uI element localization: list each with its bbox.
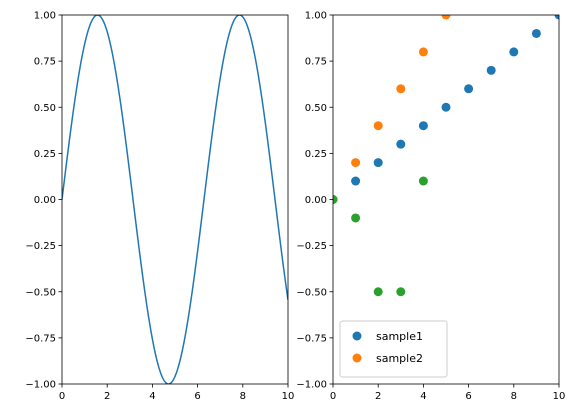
y-tick-label: 0.75 xyxy=(34,57,56,68)
y-tick-label: 0.00 xyxy=(34,195,56,206)
sample1-point xyxy=(396,139,406,149)
y-tick-label: 0.00 xyxy=(305,195,327,206)
sample1-point xyxy=(531,28,541,38)
y-tick-label: −0.75 xyxy=(296,333,327,344)
x-tick-label: 6 xyxy=(194,391,200,402)
sample2-point xyxy=(418,47,428,57)
sample1-point xyxy=(486,65,496,75)
x-tick-label: 8 xyxy=(240,391,246,402)
x-tick-label: 2 xyxy=(375,391,381,402)
legend-label-sample2: sample2 xyxy=(376,352,423,365)
y-tick-label: −1.00 xyxy=(25,380,56,391)
y-tick-label: −0.50 xyxy=(296,287,327,298)
sample1-point xyxy=(554,15,559,20)
sample1-point xyxy=(373,158,383,168)
x-tick-label: 10 xyxy=(553,391,566,402)
sample1-point xyxy=(418,121,428,131)
y-tick-label: 0.50 xyxy=(305,103,327,114)
plot-marks xyxy=(62,15,288,384)
sine-series-line xyxy=(62,15,288,384)
legend-label-sample1: sample1 xyxy=(376,330,423,343)
axes-frame xyxy=(61,14,289,385)
y-tick-label: −0.75 xyxy=(25,333,56,344)
legend-marker-sample1 xyxy=(352,331,362,341)
x-tick-label: 4 xyxy=(149,391,155,402)
y-tick-label: −0.25 xyxy=(296,241,327,252)
sample2-point xyxy=(351,158,361,168)
sample1-point xyxy=(509,47,519,57)
x-tick-label: 6 xyxy=(465,391,471,402)
sample2-point xyxy=(373,121,383,131)
series-3-point xyxy=(418,176,428,186)
x-tick-label: 4 xyxy=(420,391,426,402)
series-3-point xyxy=(373,287,383,297)
y-tick-label: 0.25 xyxy=(305,149,327,160)
line-chart-panel: 0 2 4 6 8 10 −1.00 −0.75 −0.50 −0.25 0.00 0.25 0.50 0… xyxy=(25,11,294,403)
y-tick-label: −0.50 xyxy=(25,287,56,298)
y-tick-label: −0.25 xyxy=(25,241,56,252)
x-tick-label: 2 xyxy=(104,391,110,402)
sample1-point xyxy=(351,176,361,186)
y-tick-label: −1.00 xyxy=(296,380,327,391)
series-3-point xyxy=(396,287,406,297)
y-tick-label: 0.50 xyxy=(34,103,56,114)
y-tick-label: 0.25 xyxy=(34,149,56,160)
x-tick-label: 0 xyxy=(330,391,336,402)
plot-marks xyxy=(333,15,559,297)
y-tick-label: 1.00 xyxy=(305,11,327,22)
sample1-point xyxy=(464,84,474,94)
sample2-point xyxy=(441,15,451,20)
axes-frame xyxy=(332,14,560,385)
y-tick-label: 1.00 xyxy=(34,11,56,22)
legend-frame xyxy=(339,320,448,378)
x-tick-label: 0 xyxy=(59,391,65,402)
series-3-point xyxy=(351,213,361,223)
x-tick-label: 8 xyxy=(511,391,517,402)
legend: sample1 sample2 xyxy=(339,320,448,378)
x-tick-label: 10 xyxy=(282,391,295,402)
plot-area xyxy=(62,15,288,384)
sample1-point xyxy=(441,102,451,112)
legend-marker-sample2 xyxy=(352,353,362,363)
series-3-point xyxy=(333,195,338,204)
sample2-point xyxy=(396,84,406,94)
y-tick-label: 0.75 xyxy=(305,57,327,68)
scatter-chart-panel: 0 2 4 6 8 10 −1.00 −0.75 −0.50 −0.25 0.00 0.25 0.50 0… xyxy=(296,11,565,403)
